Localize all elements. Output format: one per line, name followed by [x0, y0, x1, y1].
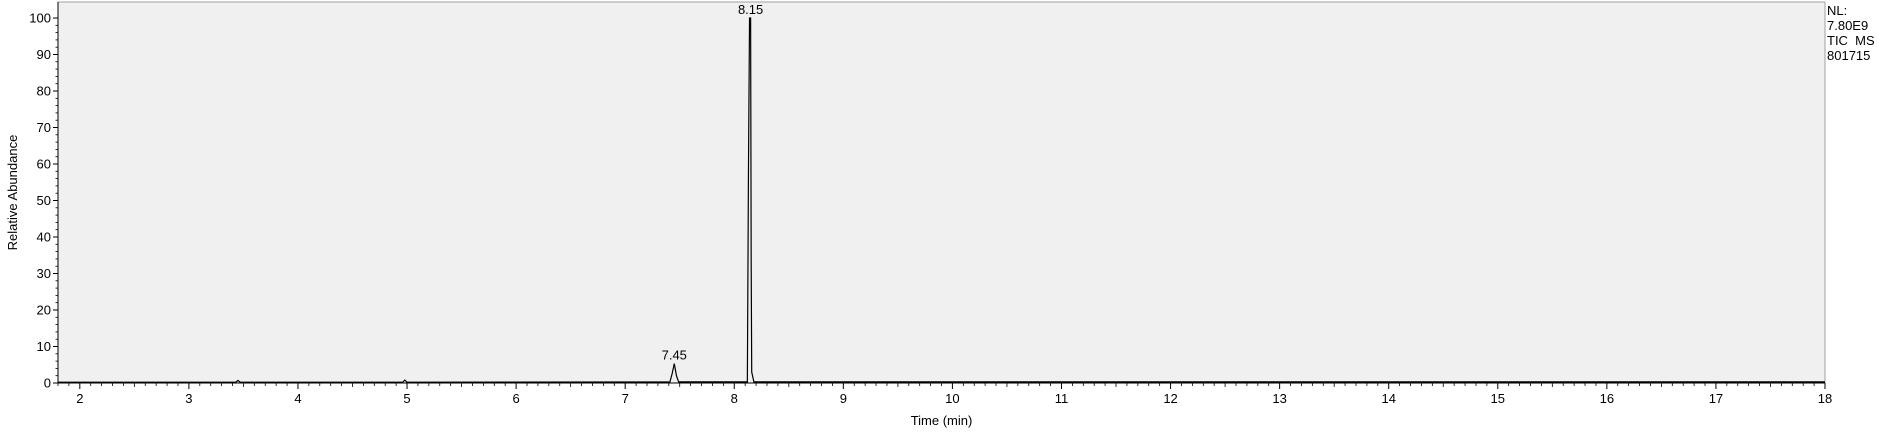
x-tick-label: 17 [1709, 391, 1723, 406]
y-tick-label: 60 [37, 157, 51, 172]
y-tick-label: 40 [37, 230, 51, 245]
x-tick-label: 15 [1491, 391, 1505, 406]
x-tick-label: 9 [840, 391, 847, 406]
y-tick-label: 90 [37, 47, 51, 62]
nl-label: NL: [1827, 3, 1848, 18]
y-axis-label: Relative Abundance [5, 135, 20, 251]
x-tick-label: 4 [294, 391, 301, 406]
y-tick-label: 30 [37, 266, 51, 281]
y-tick-label: 10 [37, 339, 51, 354]
x-tick-label: 7 [622, 391, 629, 406]
x-axis-label: Time (min) [911, 413, 973, 428]
y-tick-label: 20 [37, 303, 51, 318]
x-tick-label: 3 [185, 391, 192, 406]
x-tick-label: 2 [76, 391, 83, 406]
info-panel: NL: 7.80E9 TIC MS 801715 [1827, 3, 1875, 63]
trace-type: TIC MS [1827, 33, 1875, 48]
y-tick-label: 0 [44, 376, 51, 391]
y-tick-label: 100 [29, 11, 51, 26]
x-tick-label: 12 [1163, 391, 1177, 406]
plot-area [57, 1, 1826, 384]
x-tick-label: 10 [945, 391, 959, 406]
x-tick-label: 14 [1381, 391, 1395, 406]
x-axis: 2 3 4 5 6 7 8 9 10 11 12 13 14 15 16 17 18 [57, 382, 1832, 406]
nl-value: 7.80E9 [1827, 18, 1869, 33]
x-tick-label: 13 [1272, 391, 1286, 406]
x-tick-label: 18 [1818, 391, 1832, 406]
x-tick-label: 5 [403, 391, 410, 406]
tic-trace-line [58, 17, 1825, 383]
peak-labels: 8.15 7.45 [662, 2, 764, 363]
sample-id: 801715 [1827, 48, 1871, 63]
x-tick-label: 6 [512, 391, 519, 406]
y-tick-label: 80 [37, 84, 51, 99]
x-tick-label: 16 [1600, 391, 1614, 406]
peak-label: 7.45 [662, 348, 687, 363]
x-tick-label: 11 [1055, 391, 1069, 406]
y-axis: 0 10 20 30 40 50 60 70 80 90 100 [29, 2, 59, 391]
peak-label: 8.15 [738, 2, 763, 17]
y-tick-label: 70 [37, 120, 51, 135]
x-tick-label: 8 [731, 391, 738, 406]
y-tick-label: 50 [37, 193, 51, 208]
